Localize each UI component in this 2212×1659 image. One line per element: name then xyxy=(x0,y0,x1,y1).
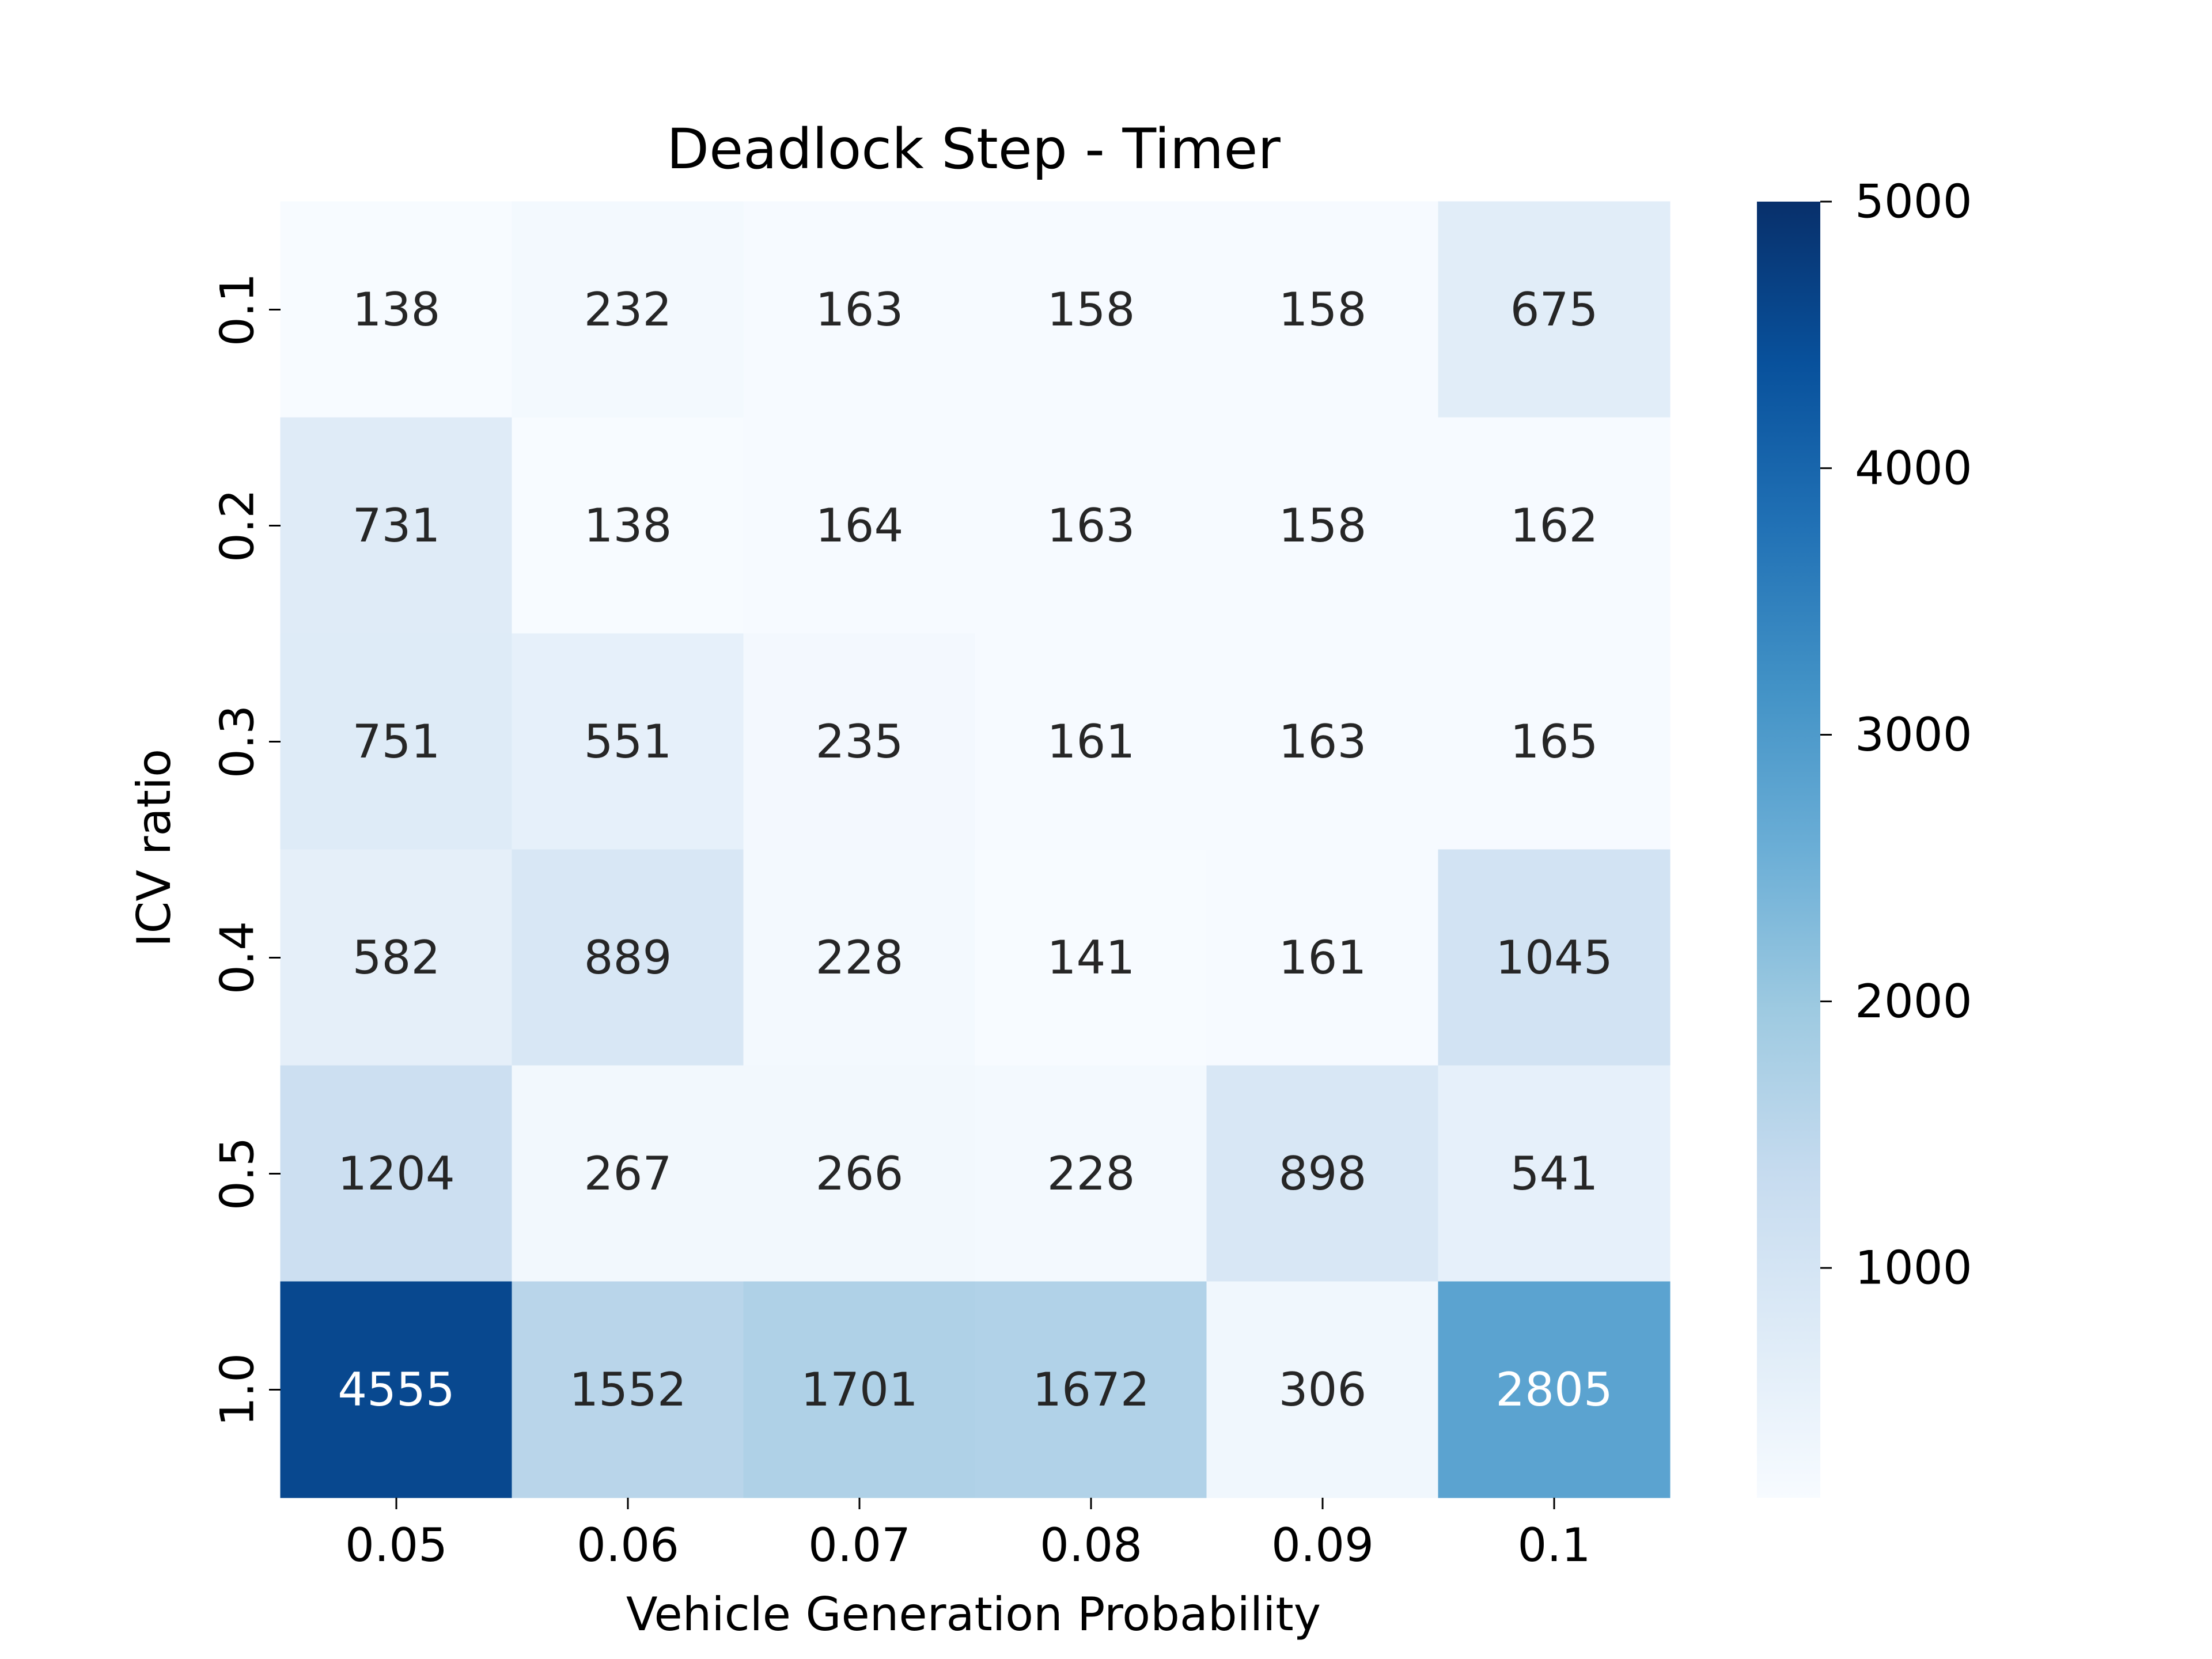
cell-value-label: 1204 xyxy=(338,1147,455,1200)
y-tick-label: 0.4 xyxy=(211,921,264,994)
heatmap-cell xyxy=(1438,417,1671,634)
x-tick-label: 0.07 xyxy=(808,1518,911,1572)
cell-value-label: 162 xyxy=(1510,499,1599,552)
y-axis: 0.1 0.2 0.3 0.4 0.5 1.0 xyxy=(211,273,281,1426)
y-tick-label: 0.1 xyxy=(211,273,264,346)
y-tick-label: 0.3 xyxy=(211,705,264,778)
y-axis-label: ICV ratio xyxy=(127,749,181,947)
cell-value-label: 2805 xyxy=(1495,1363,1613,1416)
cell-value-label: 582 xyxy=(353,931,441,984)
heatmap-cell xyxy=(975,417,1207,634)
heatmap-cell xyxy=(743,849,976,1066)
colorbar xyxy=(1757,202,1820,1498)
heatmap-cell xyxy=(975,633,1207,850)
cell-value-label: 163 xyxy=(816,283,904,336)
heatmap-cell xyxy=(975,201,1207,418)
cell-value-label: 158 xyxy=(1047,283,1135,336)
cell-value-label: 751 xyxy=(353,715,441,768)
heatmap-cell xyxy=(280,201,513,418)
cell-value-label: 163 xyxy=(1279,715,1367,768)
x-tick-label: 0.09 xyxy=(1271,1518,1374,1572)
cell-value-label: 4555 xyxy=(338,1363,455,1416)
cell-value-label: 551 xyxy=(584,715,672,768)
colorbar-tick-label: 4000 xyxy=(1855,441,1972,495)
cell-value-label: 164 xyxy=(816,499,904,552)
cell-value-label: 161 xyxy=(1279,931,1367,984)
heatmap-cells: 138 232 163 158 158 675 731 138 164 163 158 162 751 5… xyxy=(280,201,1671,1498)
heatmap-cell xyxy=(280,417,513,634)
y-tick-label: 0.2 xyxy=(211,489,264,562)
cell-value-label: 163 xyxy=(1047,499,1135,552)
cell-value-label: 898 xyxy=(1279,1147,1367,1200)
heatmap-cell xyxy=(512,201,744,418)
heatmap-cell xyxy=(512,417,744,634)
cell-value-label: 889 xyxy=(584,931,672,984)
cell-value-label: 138 xyxy=(353,283,441,336)
x-tick-label: 0.08 xyxy=(1040,1518,1142,1572)
x-tick-label: 0.06 xyxy=(577,1518,679,1572)
colorbar-tick-label: 1000 xyxy=(1855,1241,1972,1295)
heatmap-cell xyxy=(1206,1065,1439,1282)
cell-value-label: 138 xyxy=(584,499,672,552)
heatmap-cell xyxy=(1206,849,1439,1066)
heatmap-cell xyxy=(975,849,1207,1066)
x-tick-label: 0.1 xyxy=(1517,1518,1590,1572)
colorbar-ticks: 1000 2000 3000 4000 5000 xyxy=(1820,175,1972,1295)
heatmap-cell xyxy=(743,201,976,418)
colorbar-tick-label: 2000 xyxy=(1855,975,1972,1028)
heatmap-cell xyxy=(743,633,976,850)
heatmap-cell xyxy=(1206,201,1439,418)
y-tick-label: 0.5 xyxy=(211,1137,264,1210)
cell-value-label: 267 xyxy=(584,1147,672,1200)
heatmap-cell xyxy=(1438,849,1671,1066)
heatmap-cell xyxy=(975,1281,1207,1498)
heatmap-cell xyxy=(1438,633,1671,850)
cell-value-label: 141 xyxy=(1047,931,1135,984)
colorbar-tick-label: 3000 xyxy=(1855,708,1972,762)
heatmap-cell xyxy=(280,1065,513,1282)
cell-value-label: 158 xyxy=(1279,283,1367,336)
heatmap-cell xyxy=(280,633,513,850)
heatmap-cell xyxy=(743,1065,976,1282)
heatmap-cell xyxy=(512,849,744,1066)
heatmap-cell xyxy=(280,849,513,1066)
x-axis-label: Vehicle Generation Probability xyxy=(626,1588,1321,1641)
cell-value-label: 1672 xyxy=(1032,1363,1150,1416)
heatmap-cell xyxy=(1438,1065,1671,1282)
x-axis: 0.05 0.06 0.07 0.08 0.09 0.1 xyxy=(345,1498,1591,1572)
heatmap-cell xyxy=(1438,201,1671,418)
heatmap-cell xyxy=(512,633,744,850)
cell-value-label: 228 xyxy=(1047,1147,1135,1200)
cell-value-label: 1552 xyxy=(569,1363,687,1416)
cell-value-label: 158 xyxy=(1279,499,1367,552)
y-tick-label: 1.0 xyxy=(211,1353,264,1426)
cell-value-label: 165 xyxy=(1510,715,1599,768)
x-tick-label: 0.05 xyxy=(345,1518,448,1572)
cell-value-label: 266 xyxy=(816,1147,904,1200)
heatmap-cell xyxy=(280,1281,513,1498)
cell-value-label: 228 xyxy=(816,931,904,984)
heatmap-cell xyxy=(1438,1281,1671,1498)
cell-value-label: 1045 xyxy=(1495,931,1613,984)
cell-value-label: 232 xyxy=(584,283,672,336)
cell-value-label: 1701 xyxy=(801,1363,918,1416)
colorbar-tick-label: 5000 xyxy=(1855,175,1972,229)
cell-value-label: 731 xyxy=(353,499,441,552)
cell-value-label: 306 xyxy=(1279,1363,1367,1416)
heatmap-cell xyxy=(512,1065,744,1282)
cell-value-label: 675 xyxy=(1510,283,1599,336)
heatmap-cell xyxy=(1206,633,1439,850)
cell-value-label: 235 xyxy=(816,715,904,768)
cell-value-label: 161 xyxy=(1047,715,1135,768)
heatmap-cell xyxy=(1206,1281,1439,1498)
cell-value-label: 541 xyxy=(1510,1147,1599,1200)
chart-title: Deadlock Step - Timer xyxy=(666,117,1281,181)
heatmap-cell xyxy=(975,1065,1207,1282)
